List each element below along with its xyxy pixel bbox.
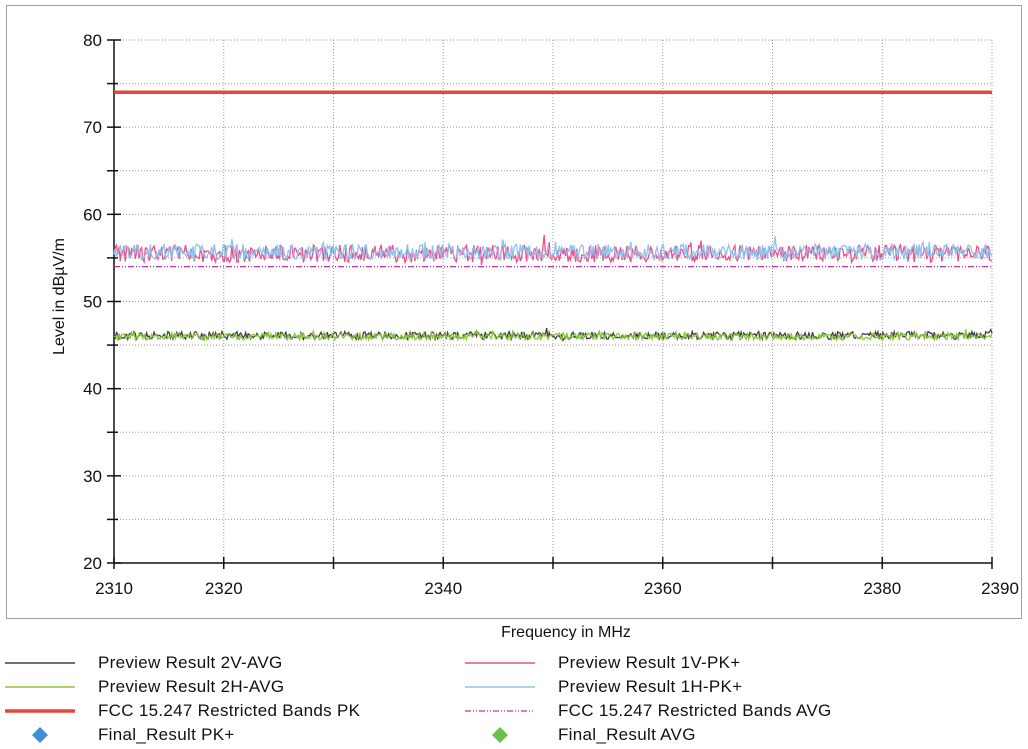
legend-label: Preview Result 2H-AVG bbox=[98, 677, 285, 696]
legend-swatch-2h-avg bbox=[0, 676, 78, 698]
legend-swatch-final-pk bbox=[0, 724, 78, 746]
x-tick-label: 2380 bbox=[863, 579, 901, 598]
legend-swatch-1h-pk bbox=[460, 676, 538, 698]
legend-label: Preview Result 1H-PK+ bbox=[558, 677, 743, 696]
x-axis-title: Frequency in MHz bbox=[501, 624, 631, 640]
legend-item: FCC 15.247 Restricted Bands PK bbox=[0, 700, 360, 722]
legend-label: FCC 15.247 Restricted Bands PK bbox=[98, 701, 361, 720]
legend-swatch-limit-pk bbox=[0, 700, 78, 722]
y-tick-label: 20 bbox=[83, 554, 102, 573]
y-tick-label: 70 bbox=[83, 118, 102, 137]
y-tick-label: 80 bbox=[83, 31, 102, 50]
legend-item: Final_Result PK+ bbox=[0, 724, 235, 746]
legend-item: Preview Result 2V-AVG bbox=[0, 652, 283, 674]
legend-label: Preview Result 2V-AVG bbox=[98, 653, 283, 672]
x-tick-label: 2390 bbox=[981, 579, 1019, 598]
legend-item: Final_Result AVG bbox=[460, 724, 696, 746]
legend-swatch-final-avg bbox=[460, 724, 538, 746]
legend-swatch-2v-avg bbox=[0, 652, 78, 674]
legend-swatch-1v-pk bbox=[460, 652, 538, 674]
legend-swatch-limit-avg bbox=[460, 700, 538, 722]
legend-item: FCC 15.247 Restricted Bands AVG bbox=[460, 700, 832, 722]
legend-label: Final_Result PK+ bbox=[98, 725, 235, 744]
legend-item: Preview Result 2H-AVG bbox=[0, 676, 284, 698]
legend: Preview Result 2V-AVG Preview Result 1V-… bbox=[0, 648, 1028, 748]
legend-item: Preview Result 1H-PK+ bbox=[460, 676, 742, 698]
x-tick-label: 2360 bbox=[644, 579, 682, 598]
x-tick-label: 2310 bbox=[95, 579, 133, 598]
y-tick-label: 50 bbox=[83, 293, 102, 312]
y-tick-label: 40 bbox=[83, 380, 102, 399]
legend-label: FCC 15.247 Restricted Bands AVG bbox=[558, 701, 832, 720]
emc-spectrum-chart: 20 30 40 50 60 70 80 2310 2320 2340 2360 2380 2390 Fr… bbox=[51, 31, 1019, 640]
series-trace-3 bbox=[113, 236, 993, 262]
chart-frame bbox=[6, 5, 1022, 619]
x-tick-label: 2320 bbox=[205, 579, 243, 598]
legend-item: Preview Result 1V-PK+ bbox=[460, 652, 741, 674]
series-trace-2 bbox=[113, 328, 993, 343]
legend-label: Final_Result AVG bbox=[558, 725, 696, 744]
y-tick-label: 60 bbox=[83, 205, 102, 224]
y-axis-title: Level in dBµV/m bbox=[51, 238, 68, 355]
x-tick-label: 2340 bbox=[424, 579, 462, 598]
y-tick-label: 30 bbox=[83, 467, 102, 486]
legend-label: Preview Result 1V-PK+ bbox=[558, 653, 741, 672]
